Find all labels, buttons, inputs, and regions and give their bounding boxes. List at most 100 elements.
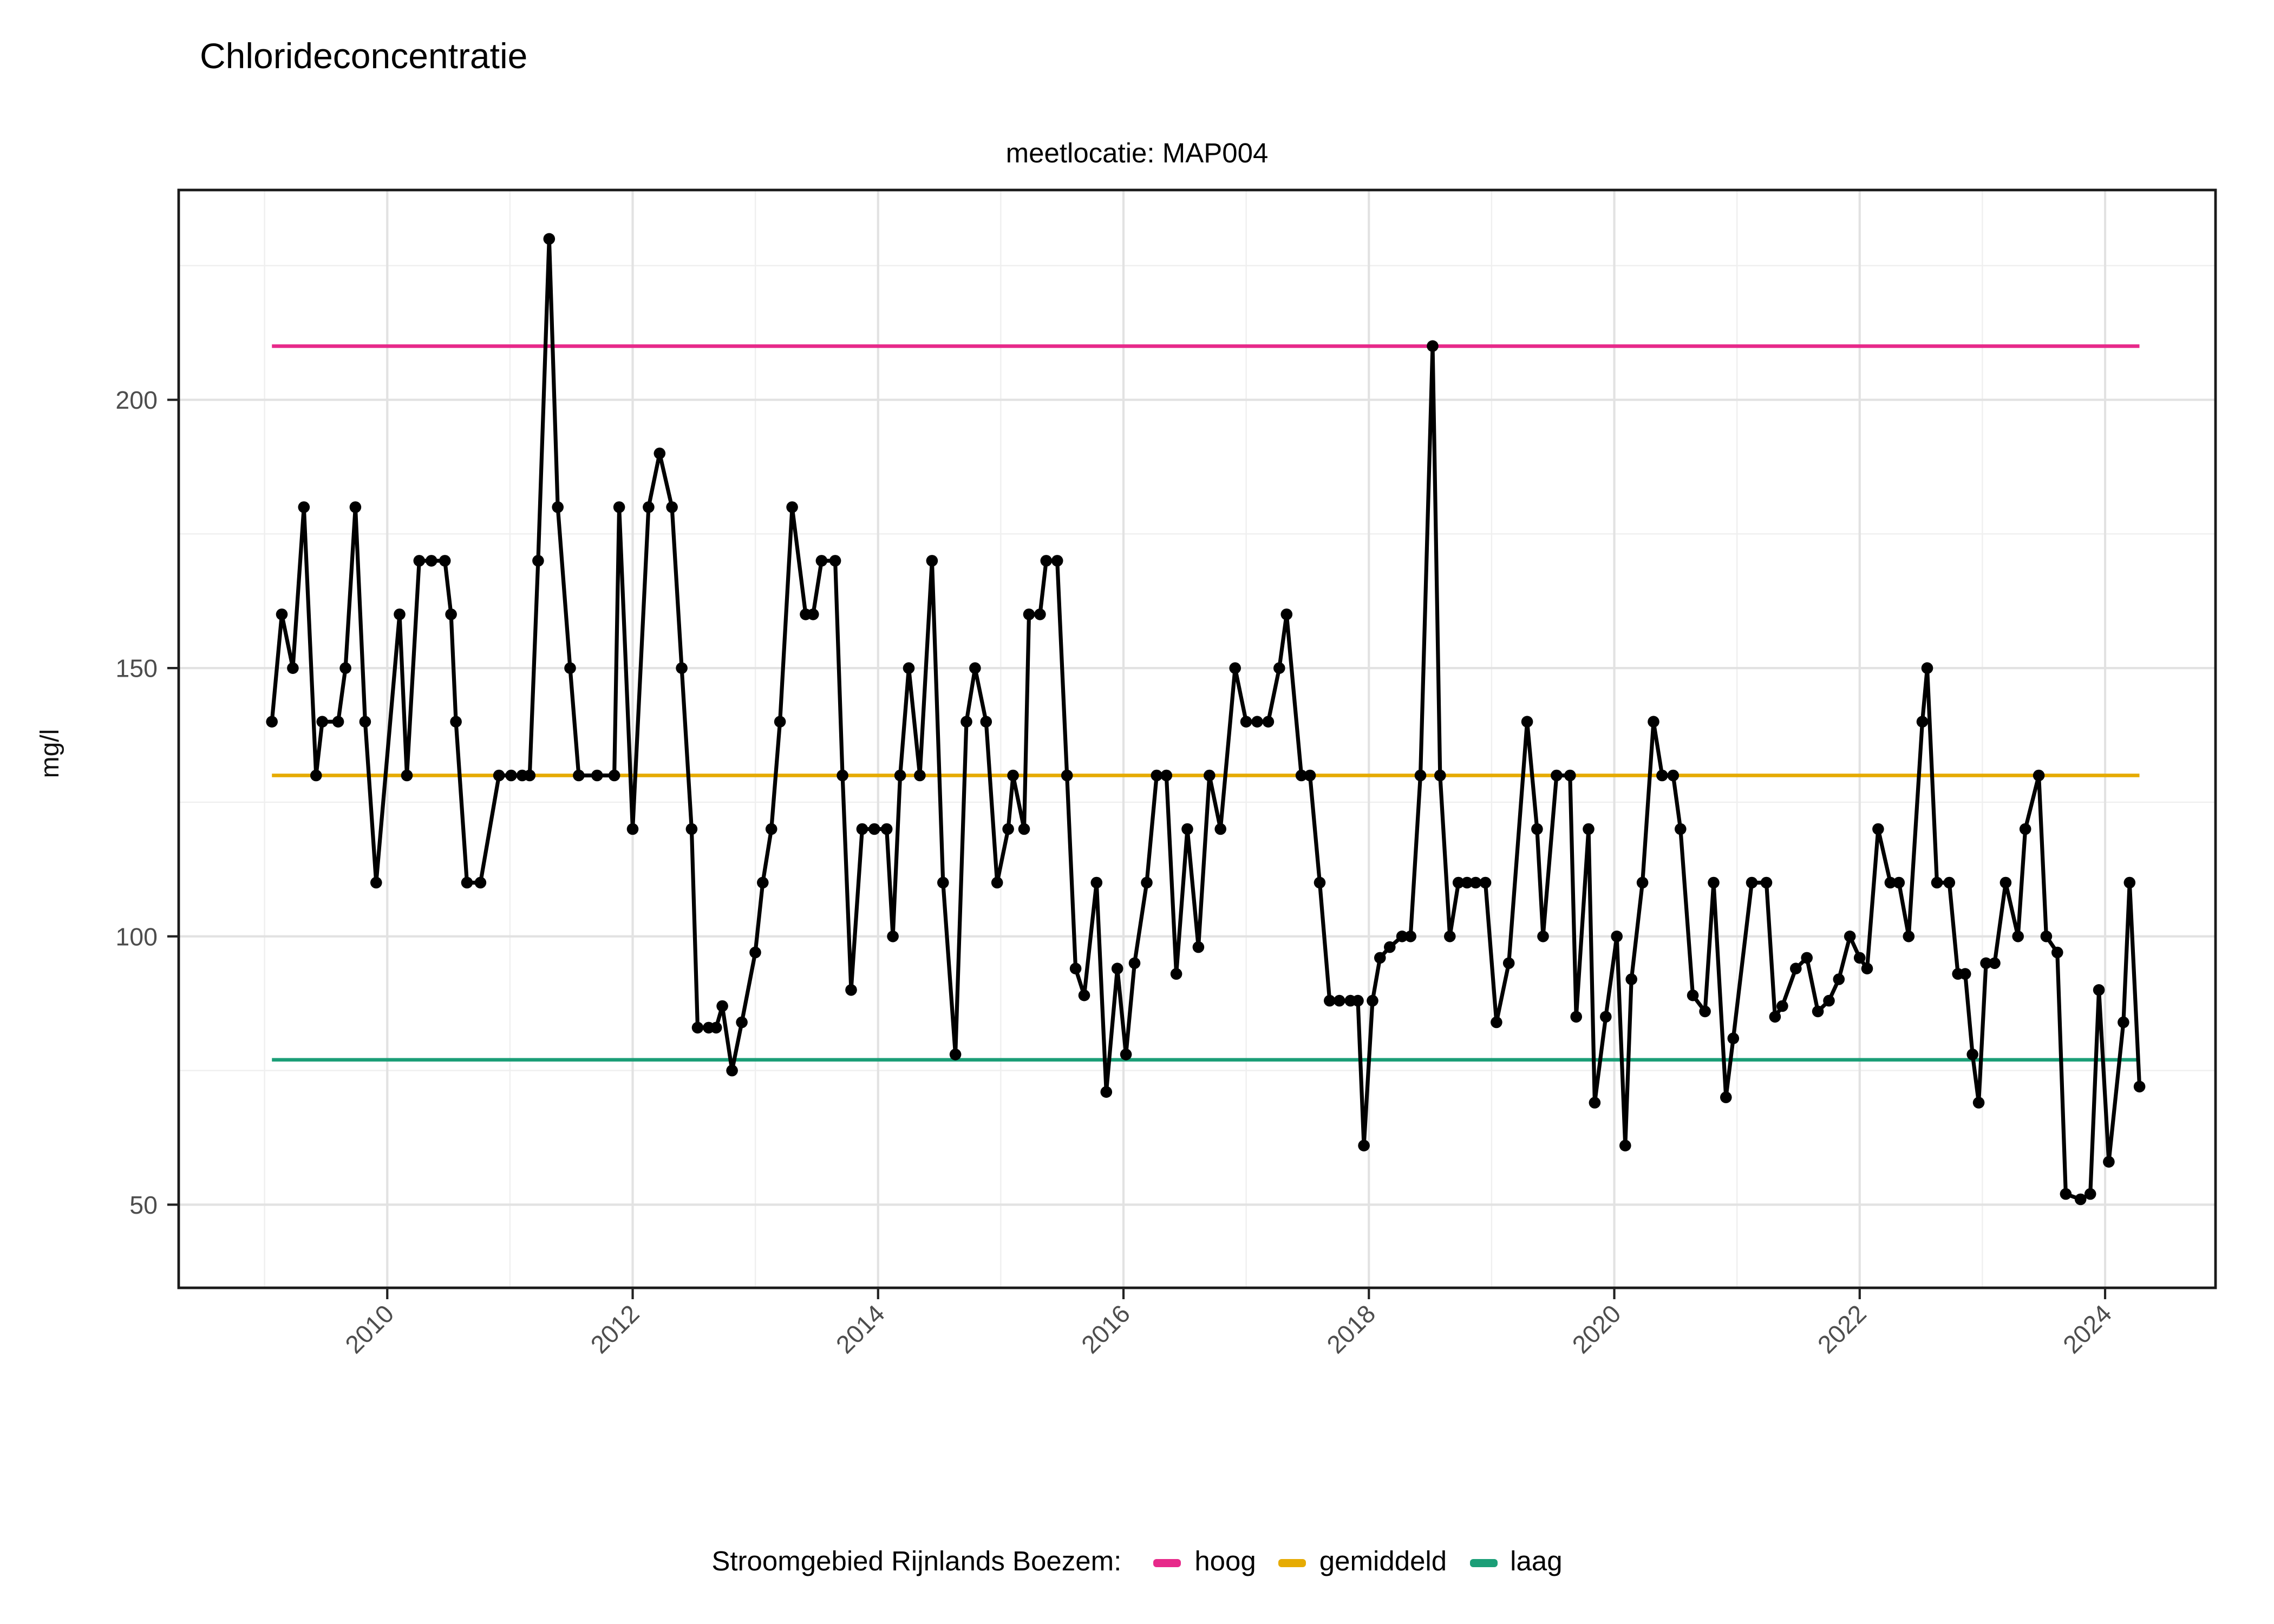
data-point [1120, 1049, 1132, 1060]
chart-title: Chlorideconcentratie [200, 36, 528, 76]
data-point [903, 662, 915, 674]
data-point [786, 501, 798, 513]
data-point [1776, 1000, 1788, 1012]
data-point [1600, 1011, 1612, 1023]
data-point [1262, 716, 1275, 728]
data-point [774, 716, 786, 728]
data-point [1812, 1005, 1824, 1018]
data-point [1280, 608, 1293, 620]
data-point [1823, 994, 1835, 1007]
data-point [1916, 716, 1929, 728]
data-point [765, 823, 777, 835]
data-point [493, 769, 505, 782]
data-point [880, 823, 893, 835]
data-point [591, 769, 603, 782]
data-point [1551, 769, 1563, 782]
data-point [1687, 989, 1699, 1001]
x-tick-label: 2010 [339, 1299, 399, 1359]
data-point [1128, 957, 1141, 970]
data-point [394, 608, 406, 620]
data-point [1090, 876, 1103, 889]
data-point [1434, 769, 1446, 782]
legend: Stroomgebied Rijnlands Boezem: hoog gemi… [0, 1546, 2274, 1579]
data-point [736, 1016, 748, 1029]
data-point [298, 501, 310, 513]
data-point [1469, 876, 1482, 889]
data-point [1675, 823, 1687, 835]
data-point [1708, 876, 1720, 889]
data-point [757, 876, 769, 889]
data-point [1769, 1011, 1781, 1023]
data-point [1861, 962, 1873, 975]
data-point [691, 1021, 704, 1034]
data-point [316, 716, 328, 728]
x-tick-label: 2018 [1321, 1299, 1381, 1359]
data-point [543, 233, 556, 245]
data-point [1229, 662, 1241, 674]
data-point [1884, 876, 1897, 889]
chloride-series-points [266, 233, 2146, 1206]
data-point [1358, 1140, 1370, 1152]
data-point [1018, 823, 1030, 835]
y-tick-label: 50 [129, 1191, 158, 1219]
data-point [1727, 1032, 1740, 1045]
data-point [613, 501, 625, 513]
data-point [1384, 941, 1396, 953]
data-point [829, 555, 841, 567]
data-point [1801, 952, 1813, 964]
data-point [1034, 608, 1046, 620]
data-point [914, 769, 926, 782]
data-point [1111, 962, 1123, 975]
data-point [991, 876, 1003, 889]
panel-background [179, 190, 2216, 1288]
data-point [1273, 662, 1285, 674]
data-point [1170, 968, 1182, 980]
data-point [2012, 931, 2024, 942]
data-point [2103, 1156, 2115, 1168]
data-point [1999, 876, 2012, 889]
data-point [1921, 662, 1933, 674]
data-point [1564, 769, 1576, 782]
data-point [1069, 962, 1082, 975]
data-point [749, 946, 761, 959]
data-point [1790, 962, 1802, 975]
data-point [1100, 1086, 1113, 1098]
data-point [937, 876, 949, 889]
data-point [1396, 931, 1408, 942]
data-point [960, 716, 972, 728]
data-point [716, 1000, 728, 1012]
legend-item-laag: laag [1469, 1546, 1563, 1579]
data-point [532, 555, 544, 567]
data-point [1903, 931, 1915, 942]
data-point [1648, 716, 1659, 728]
data-point [1160, 769, 1173, 782]
hoog-line-swatch-icon [1154, 1558, 1182, 1567]
x-tick-label: 2016 [1076, 1299, 1135, 1359]
data-point [1002, 823, 1014, 835]
data-point [926, 555, 938, 567]
data-point [2118, 1016, 2129, 1029]
data-point [710, 1021, 722, 1034]
data-point [1980, 957, 1992, 970]
data-point [1251, 716, 1263, 728]
data-point [1570, 1011, 1583, 1023]
data-point [726, 1064, 738, 1077]
data-point [2074, 1193, 2087, 1206]
data-point [1760, 876, 1773, 889]
data-point [1746, 876, 1758, 889]
data-point [1872, 823, 1884, 835]
data-point [1334, 994, 1345, 1007]
data-point [461, 876, 473, 889]
data-point [287, 662, 299, 674]
data-point [573, 769, 585, 782]
legend-label-hoog: hoog [1194, 1546, 1256, 1577]
data-point [2133, 1081, 2146, 1093]
data-point [339, 662, 351, 674]
data-point [1893, 876, 1905, 889]
data-point [370, 876, 382, 889]
data-point [1656, 769, 1668, 782]
data-point [1636, 876, 1649, 889]
data-point [626, 823, 639, 835]
data-point [1374, 952, 1386, 964]
